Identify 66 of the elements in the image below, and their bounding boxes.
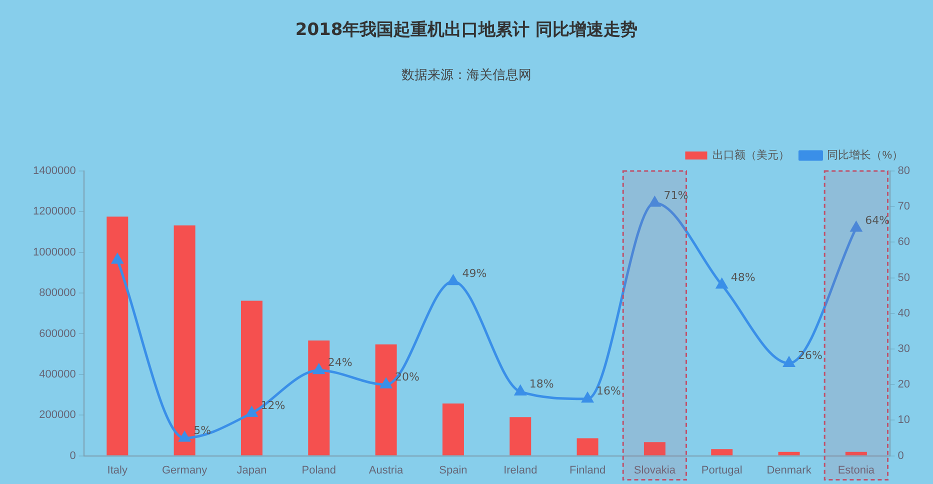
x-tick-label: Poland (302, 464, 336, 476)
point (178, 432, 190, 442)
point (783, 356, 795, 367)
data-label: 20% (395, 370, 420, 384)
bar (308, 340, 330, 456)
data-label: 26% (798, 349, 822, 362)
bar (778, 452, 800, 456)
bar (711, 449, 733, 456)
y-tick-label: 1000000 (32, 246, 76, 258)
y2-tick-label: 60 (898, 236, 910, 248)
y-tick-label: 1200000 (32, 206, 76, 218)
data-label: 18% (529, 378, 554, 391)
point (582, 392, 594, 403)
bar (845, 452, 867, 456)
data-label: 48% (730, 270, 756, 284)
x-tick-label: Estonia (838, 464, 876, 476)
x-tick-label: Slovakia (634, 464, 676, 476)
bar (644, 442, 666, 456)
bar (240, 300, 262, 456)
y-tick-label: 400000 (39, 368, 76, 380)
point (850, 222, 862, 232)
x-tick-label: Austria (368, 464, 404, 476)
bar (442, 404, 464, 456)
x-tick-label: Japan (236, 464, 267, 476)
x-tick-label: Denmark (766, 464, 812, 476)
chart-title: 2018年我国起重机出口地累计 同比增速走势 (294, 19, 639, 41)
bar (576, 438, 598, 456)
point (514, 385, 526, 396)
y-tick-label: 0 (70, 450, 76, 462)
data-label: 64% (865, 214, 890, 227)
x-tick-label: Germany (162, 464, 208, 476)
point (448, 275, 459, 286)
y-tick-label: 1400000 (32, 165, 76, 178)
y-tick-label: 800000 (39, 287, 76, 300)
y-tick-label: 600000 (39, 328, 76, 340)
point (246, 406, 258, 417)
data-label: 16% (596, 384, 621, 398)
x-tick-label: Italy (107, 464, 128, 476)
point (112, 254, 123, 264)
bar (510, 417, 532, 456)
y2-tick-label: 20 (898, 378, 910, 391)
legend-label: 出口额（美元） (712, 148, 790, 162)
x-tick-label: Spain (439, 464, 468, 476)
point (649, 196, 660, 207)
x-tick-label: Ireland (504, 464, 538, 476)
point (380, 378, 392, 388)
x-tick-label: Portugal (701, 464, 742, 476)
point (313, 364, 324, 374)
y2-tick-label: 0 (898, 450, 904, 462)
bar (174, 225, 196, 456)
data-label: 12% (260, 398, 286, 412)
legend-label: 同比增长（%） (827, 148, 903, 162)
y2-tick-label: 40 (898, 307, 910, 320)
y2-tick-label: 50 (898, 272, 910, 284)
y-tick-label: 200000 (39, 409, 76, 422)
chart-subtitle: 数据来源：海关信息网 (400, 67, 532, 84)
bar (106, 216, 128, 456)
y2-tick-label: 30 (898, 343, 910, 356)
data-label: 71% (664, 188, 688, 202)
data-label: 49% (462, 267, 487, 280)
x-tick-label: Finland (570, 464, 606, 476)
y2-tick-label: 10 (898, 414, 910, 426)
bar (375, 344, 397, 456)
y2-tick-label: 70 (898, 200, 910, 213)
point (716, 278, 728, 289)
y2-tick-label: 80 (898, 165, 910, 178)
